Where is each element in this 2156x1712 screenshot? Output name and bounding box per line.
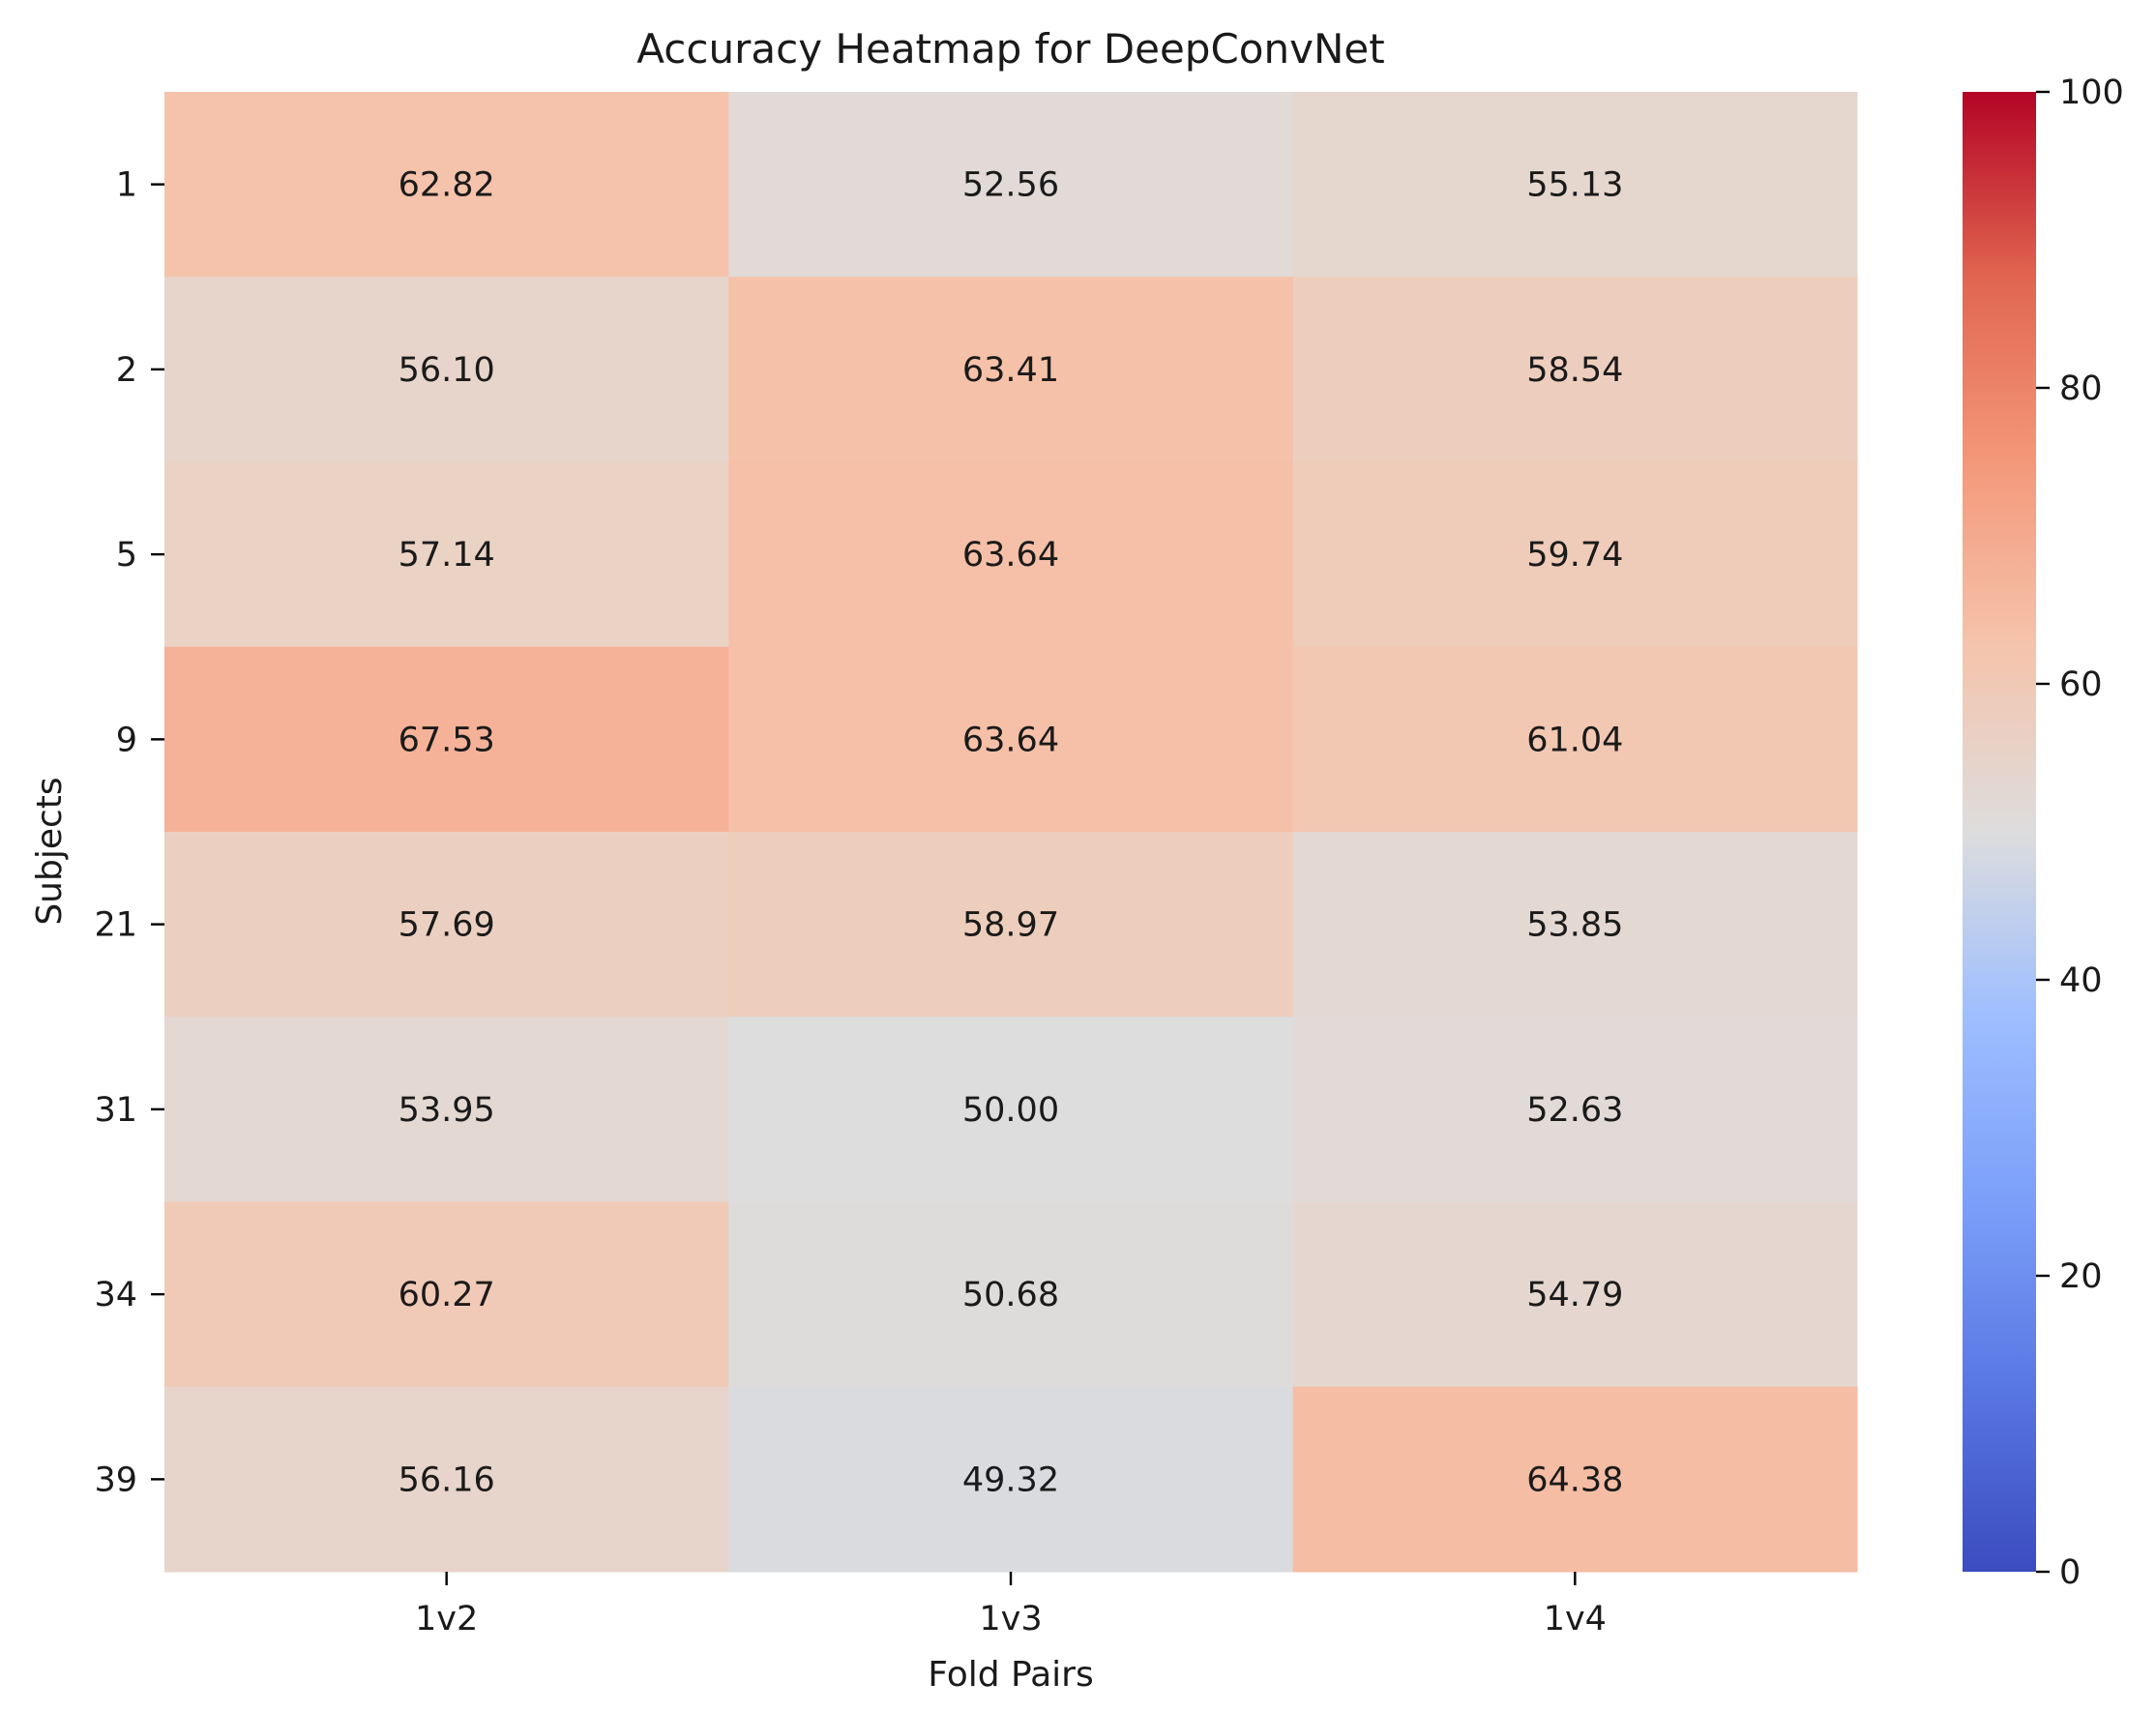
x-axis-ticks: 1v2 1v3 1v4: [415, 1572, 1607, 1638]
cell-value-label: 57.14: [399, 536, 495, 575]
heatmap-cell: [1292, 277, 1858, 462]
colorbar-tick-label: 20: [2059, 1257, 2103, 1296]
y-tick-label: 31: [94, 1091, 137, 1130]
heatmap-cell: [164, 277, 729, 462]
heatmap-cell: [164, 1386, 729, 1573]
chart-title: Accuracy Heatmap for DeepConvNet: [636, 25, 1384, 73]
heatmap-cell: [728, 1386, 1294, 1573]
heatmap-cell: [1292, 1017, 1858, 1202]
cell-value-label: 53.85: [1526, 906, 1623, 945]
heatmap-cell: [164, 646, 729, 833]
heatmap-cell: [164, 1201, 729, 1388]
colorbar-tick-label: 80: [2059, 369, 2103, 408]
cell-value-label: 60.27: [399, 1276, 495, 1314]
cell-value-label: 67.53: [399, 721, 495, 759]
cell-value-label: 58.54: [1526, 351, 1623, 390]
heatmap-cell: [728, 277, 1294, 462]
heatmap-cell: [1292, 646, 1858, 833]
y-tick-label: 9: [116, 721, 137, 759]
cell-value-label: 63.64: [962, 536, 1059, 575]
colorbar-tick-label: 0: [2059, 1553, 2081, 1592]
heatmap-cells: [164, 92, 1858, 1573]
cell-value-label: 63.41: [962, 351, 1059, 390]
colorbar: 0 20 40 60 80 100: [1963, 74, 2124, 1592]
cell-value-label: 56.16: [399, 1461, 495, 1499]
heatmap-cell: [728, 1017, 1294, 1202]
heatmap-value-labels: 62.82 52.56 55.13 56.10 63.41 58.54 57.14 63.64…: [399, 166, 1624, 1500]
y-tick-label: 5: [116, 536, 137, 575]
heatmap-cell: [728, 92, 1294, 278]
y-tick-label: 1: [116, 166, 137, 205]
cell-value-label: 53.95: [399, 1091, 495, 1130]
cell-value-label: 52.56: [962, 166, 1059, 205]
cell-value-label: 52.63: [1526, 1091, 1623, 1130]
colorbar-tick-label: 100: [2059, 74, 2124, 112]
x-tick-label: 1v3: [979, 1600, 1042, 1638]
cell-value-label: 62.82: [399, 166, 495, 205]
y-tick-label: 34: [94, 1276, 137, 1314]
colorbar-ticks: 0 20 40 60 80 100: [2036, 74, 2124, 1592]
heatmap-cell: [728, 832, 1294, 1018]
cell-value-label: 50.00: [962, 1091, 1059, 1130]
heatmap-cell: [164, 461, 729, 648]
y-tick-label: 21: [94, 906, 137, 945]
colorbar-tick-label: 60: [2059, 665, 2103, 704]
x-tick-label: 1v4: [1544, 1600, 1607, 1638]
y-axis-ticks: 1 2 5 9 21 31 34 39: [94, 166, 164, 1499]
heatmap-cell: [728, 461, 1294, 648]
y-axis-label: Subjects: [30, 777, 70, 925]
colorbar-tick-label: 40: [2059, 961, 2103, 1000]
y-tick-label: 2: [116, 351, 137, 390]
cell-value-label: 59.74: [1526, 536, 1623, 575]
cell-value-label: 63.64: [962, 721, 1059, 759]
heatmap-cell: [1292, 1386, 1858, 1573]
cell-value-label: 49.32: [962, 1461, 1059, 1499]
cell-value-label: 61.04: [1526, 721, 1623, 759]
cell-value-label: 57.69: [399, 906, 495, 945]
x-axis-label: Fold Pairs: [928, 1655, 1093, 1695]
x-tick-label: 1v2: [415, 1600, 478, 1638]
cell-value-label: 58.97: [962, 906, 1059, 945]
cell-value-label: 50.68: [962, 1276, 1059, 1314]
heatmap-cell: [1292, 92, 1858, 278]
heatmap-cell: [1292, 461, 1858, 648]
heatmap-cell: [728, 646, 1294, 833]
cell-value-label: 55.13: [1526, 166, 1623, 205]
heatmap-cell: [164, 92, 729, 278]
heatmap-cell: [1292, 832, 1858, 1018]
heatmap-cell: [728, 1201, 1294, 1388]
y-tick-label: 39: [94, 1461, 137, 1499]
colorbar-gradient: [1963, 92, 2036, 1572]
cell-value-label: 54.79: [1526, 1276, 1623, 1314]
heatmap-cell: [1292, 1201, 1858, 1388]
cell-value-label: 64.38: [1526, 1461, 1623, 1499]
heatmap-cell: [164, 1017, 729, 1202]
heatmap-cell: [164, 832, 729, 1018]
cell-value-label: 56.10: [399, 351, 495, 390]
